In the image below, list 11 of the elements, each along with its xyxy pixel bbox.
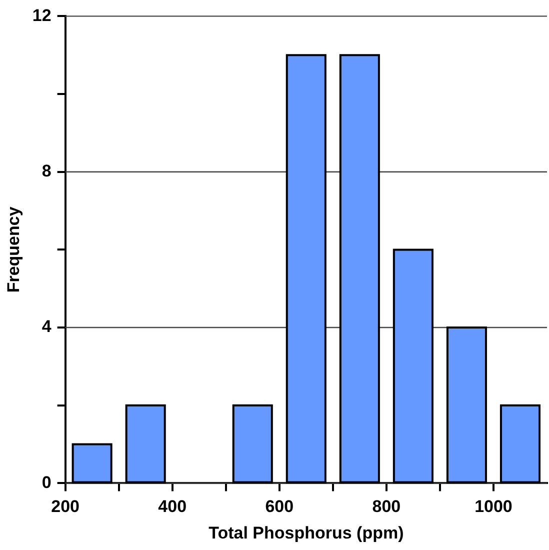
x-tick-label: 1000 — [474, 497, 512, 516]
x-tick-label: 600 — [265, 497, 294, 516]
x-tick-label: 400 — [158, 497, 187, 516]
x-tick-label: 800 — [372, 497, 401, 516]
y-tick-label: 12 — [32, 6, 52, 25]
y-tick-label: 0 — [42, 472, 52, 492]
x-axis-title: Total Phosphorus (ppm) — [208, 523, 404, 542]
y-axis-title: Frequency — [4, 206, 23, 293]
y-tick-label: 8 — [42, 162, 52, 181]
y-tick-label: 4 — [42, 317, 52, 336]
x-tick-label: 200 — [51, 497, 80, 516]
